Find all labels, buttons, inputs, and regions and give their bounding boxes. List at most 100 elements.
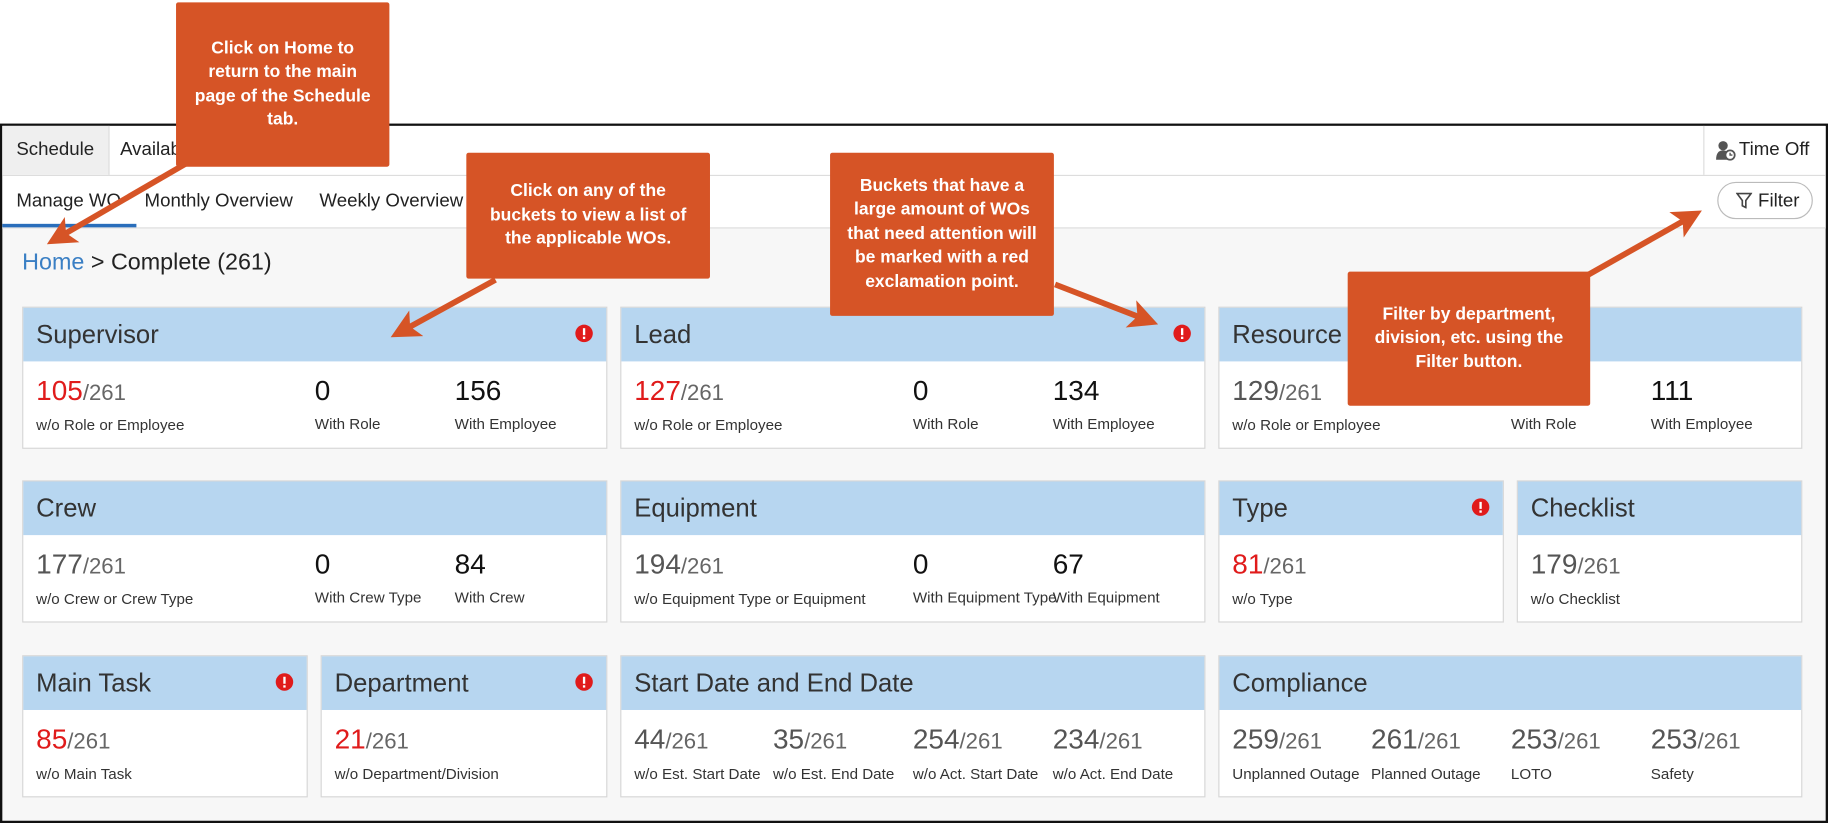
stat-label: w/o Role or Employee bbox=[1232, 416, 1381, 434]
stat-count: 129 bbox=[1232, 375, 1279, 407]
stat-count: 0 bbox=[912, 375, 929, 407]
stat-count: 111 bbox=[1650, 375, 1694, 407]
stat-label: Safety bbox=[1650, 764, 1694, 783]
stat-value: 179/261 bbox=[1531, 549, 1621, 582]
bucket-card[interactable]: Type 81/261 w/o Type bbox=[1218, 480, 1504, 623]
stat-label: Unplanned Outage bbox=[1232, 764, 1360, 783]
stat-label: With Role bbox=[912, 415, 979, 433]
bucket-card[interactable]: Compliance 259/261 Unplanned Outage 261/261… bbox=[1218, 655, 1803, 798]
stat-value: 234/261 bbox=[1053, 724, 1143, 757]
stat-label: w/o Act. Start Date bbox=[912, 764, 1039, 783]
stat-total: /261 bbox=[82, 554, 126, 580]
filter-icon bbox=[1735, 192, 1753, 209]
tab[interactable]: Time Off bbox=[1702, 125, 1824, 175]
bucket-card[interactable]: Checklist 179/261 w/o Checklist bbox=[1516, 480, 1803, 623]
stat-value: 156 bbox=[455, 375, 502, 408]
stat-value: 105/261 bbox=[36, 375, 126, 408]
stat-label: w/o Checklist bbox=[1530, 589, 1620, 608]
bucket-title: Checklist bbox=[1517, 481, 1802, 536]
stat-label: With Equipment Type bbox=[912, 588, 1057, 607]
stat-label: w/o Est. End Date bbox=[772, 764, 895, 783]
stat-total: /261 bbox=[680, 381, 725, 406]
stat-label: w/o Act. End Date bbox=[1052, 764, 1174, 783]
alert-icon bbox=[575, 673, 593, 691]
breadcrumb-separator: > bbox=[90, 249, 105, 276]
stat-label: w/o Type bbox=[1232, 589, 1293, 608]
stat-total: /261 bbox=[1263, 554, 1307, 580]
bucket-card[interactable]: Supervisor 105/261 w/o Role or Employee 0 Wi… bbox=[22, 306, 608, 449]
stat-value: 253/261 bbox=[1511, 724, 1601, 757]
stat-count: 35 bbox=[772, 723, 805, 756]
bucket-card[interactable]: Main Task 85/261 w/o Main Task bbox=[22, 655, 308, 798]
stat-value: 134 bbox=[1053, 375, 1100, 408]
stat-label: LOTO bbox=[1510, 764, 1552, 783]
bucket-title: Start Date and End Date bbox=[621, 656, 1205, 710]
stat-total: /261 bbox=[1417, 729, 1461, 755]
bucket-card[interactable]: Start Date and End Date 44/261 w/o Est. St… bbox=[620, 655, 1206, 798]
stat-count: 194 bbox=[634, 549, 681, 581]
stat-total: /261 bbox=[1278, 729, 1323, 755]
bucket-card[interactable]: Crew 177/261 w/o Crew or Crew Type 0 With Cr… bbox=[22, 480, 608, 623]
stat-value: 253/261 bbox=[1651, 724, 1741, 757]
bucket-title: Main Task bbox=[23, 656, 307, 710]
stat-total: /261 bbox=[1577, 554, 1621, 580]
stat-count: 84 bbox=[454, 549, 486, 581]
stat-total: /261 bbox=[804, 729, 848, 755]
stat-label: With Role bbox=[314, 415, 381, 433]
stat-value: 0 bbox=[315, 549, 331, 582]
stat-count: 254 bbox=[912, 723, 960, 756]
alert-icon bbox=[1471, 498, 1490, 516]
stat-value: 35/261 bbox=[773, 724, 847, 757]
stat-total: /261 bbox=[365, 729, 409, 755]
alert-icon bbox=[575, 324, 593, 343]
stat-count: 105 bbox=[36, 375, 83, 407]
sub-tab[interactable]: Manage WO bbox=[2, 176, 137, 228]
stat-total: /261 bbox=[82, 381, 126, 406]
filter-button[interactable]: Filter bbox=[1717, 181, 1813, 220]
stat-value: 84 bbox=[455, 549, 486, 582]
stat-label: w/o Department/Division bbox=[334, 764, 499, 783]
stat-value: 111 bbox=[1651, 375, 1694, 408]
stat-total: /261 bbox=[1278, 381, 1323, 406]
stat-count: 0 bbox=[314, 549, 331, 581]
bucket-card[interactable]: Equipment 194/261 w/o Equipment Type or Eq… bbox=[620, 480, 1206, 623]
stat-count: 21 bbox=[334, 723, 366, 756]
stat-count: 0 bbox=[314, 375, 331, 407]
tab[interactable]: Schedule bbox=[2, 125, 110, 175]
alert-icon bbox=[1173, 324, 1191, 343]
stat-count: 253 bbox=[1650, 723, 1698, 756]
bucket-title: Type bbox=[1219, 481, 1503, 536]
stat-label: With Employee bbox=[1650, 415, 1753, 433]
bucket-card[interactable]: Lead 127/261 w/o Role or Employee 0 With Rol… bbox=[620, 306, 1206, 449]
stat-label: With Crew Type bbox=[314, 588, 422, 607]
stat-count: 179 bbox=[1530, 549, 1578, 581]
breadcrumb: Home > Complete (261) bbox=[22, 249, 272, 276]
callout: Buckets that have a large amount of WOs … bbox=[830, 152, 1054, 316]
stat-value: 0 bbox=[913, 375, 929, 408]
stat-label: w/o Est. Start Date bbox=[634, 764, 761, 783]
stat-value: 177/261 bbox=[36, 549, 126, 582]
callout: Click on Home to return to the main page… bbox=[176, 2, 390, 167]
stat-value: 67 bbox=[1053, 549, 1084, 582]
stat-value: 85/261 bbox=[36, 724, 110, 757]
stat-total: /261 bbox=[1557, 729, 1601, 755]
breadcrumb-home[interactable]: Home bbox=[22, 249, 85, 276]
stat-value: 259/261 bbox=[1232, 724, 1322, 757]
stat-value: 261/261 bbox=[1371, 724, 1461, 757]
stat-label: w/o Role or Employee bbox=[634, 416, 783, 434]
sub-tab[interactable]: Monthly Overview bbox=[144, 191, 293, 212]
stat-count: 253 bbox=[1510, 723, 1558, 756]
stat-value: 0 bbox=[913, 549, 929, 582]
stat-count: 234 bbox=[1052, 723, 1100, 756]
stat-label: w/o Crew or Crew Type bbox=[36, 589, 194, 608]
stat-value: 127/261 bbox=[634, 375, 724, 408]
bucket-title: Department bbox=[321, 656, 607, 710]
sub-tab[interactable]: Weekly Overview bbox=[319, 191, 464, 212]
stat-count: 134 bbox=[1052, 375, 1100, 407]
stat-count: 44 bbox=[634, 723, 666, 756]
bucket-card[interactable]: Department 21/261 w/o Department/Division bbox=[320, 655, 608, 798]
stat-total: /261 bbox=[680, 554, 725, 580]
stat-value: 254/261 bbox=[913, 724, 1003, 757]
callout: Click on any of the buckets to view a li… bbox=[466, 152, 710, 279]
